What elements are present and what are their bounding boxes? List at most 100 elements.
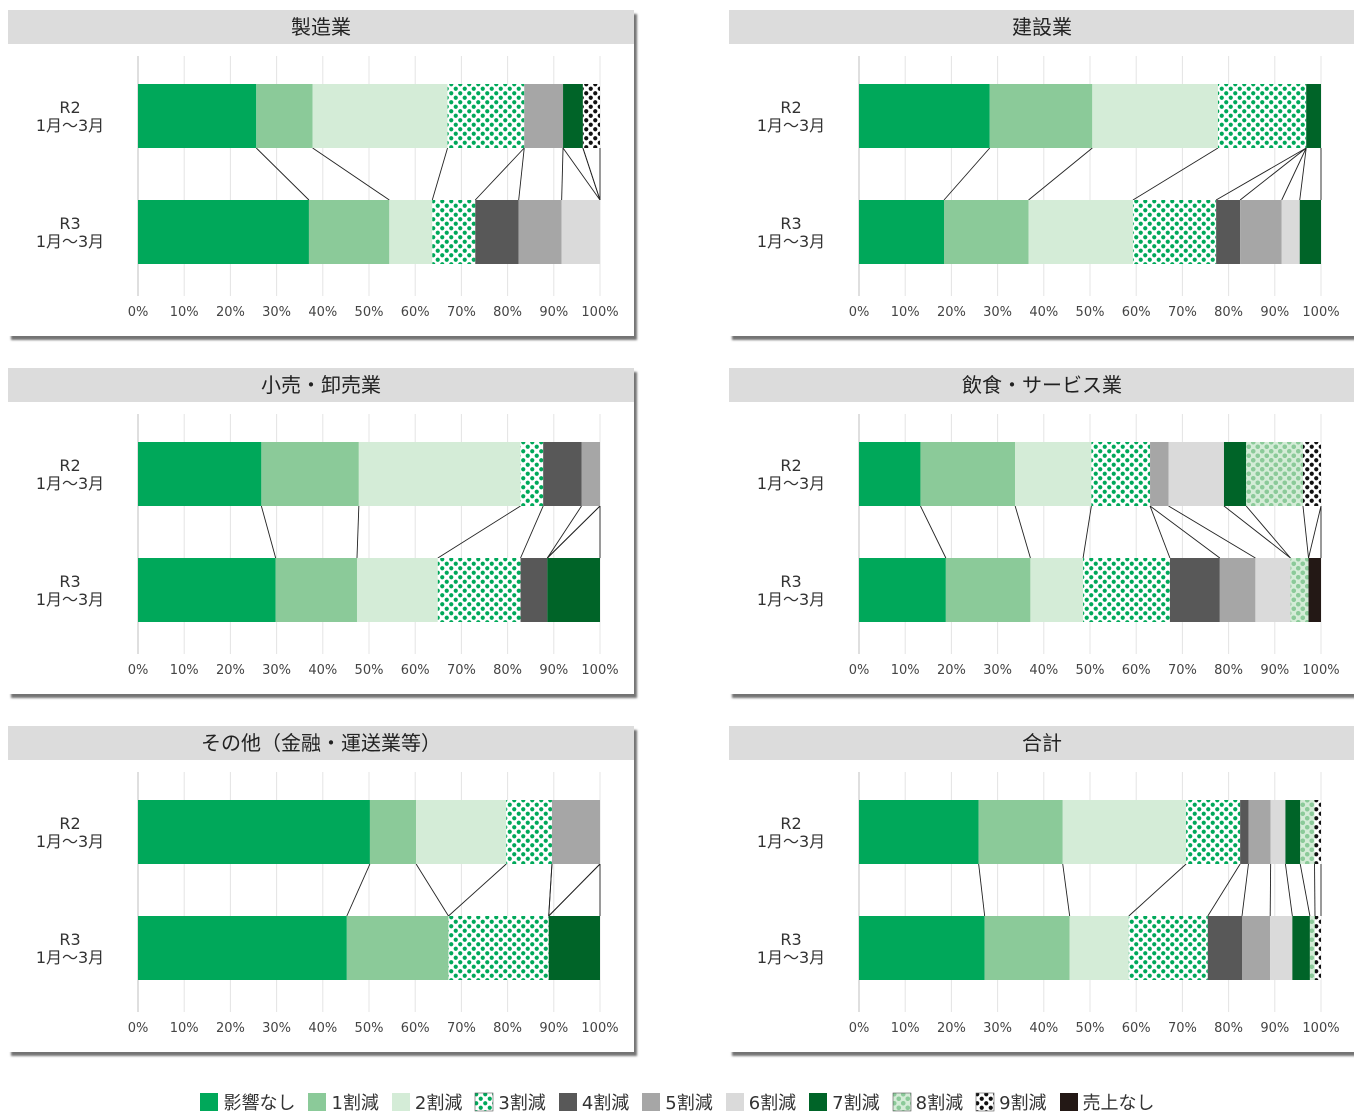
legend-item: 8割減 — [892, 1089, 963, 1115]
connector-line — [582, 147, 601, 201]
row-label: 1月〜3月 — [757, 474, 825, 493]
connector-line — [356, 505, 360, 559]
row-label: 1月〜3月 — [36, 474, 104, 493]
legend-item: 2割減 — [391, 1089, 462, 1115]
bar-segment — [551, 800, 600, 864]
bar-segment — [1300, 800, 1315, 864]
legend-item: 9割減 — [975, 1089, 1047, 1115]
bar-segment — [520, 442, 544, 506]
bar-segment — [1223, 442, 1247, 506]
row-label: 1月〜3月 — [36, 116, 104, 135]
row-label: 1月〜3月 — [757, 948, 825, 967]
x-tick-label: 10% — [891, 663, 920, 678]
bar-segment — [944, 200, 1029, 264]
bar-segment — [547, 558, 600, 622]
legend-item: 1割減 — [307, 1089, 379, 1115]
bar-segment — [1132, 200, 1217, 264]
chart-title: 小売・卸売業 — [8, 368, 634, 402]
x-tick-label: 30% — [983, 1021, 1012, 1036]
bar-segment — [138, 558, 276, 622]
connector-line — [547, 505, 601, 559]
x-tick-label: 100% — [1302, 663, 1339, 678]
connector-line — [548, 863, 553, 917]
chart-title: 飲食・サービス業 — [729, 368, 1354, 402]
x-tick-label: 80% — [1214, 305, 1243, 320]
bar-segment — [1207, 916, 1242, 980]
row-label: 1月〜3月 — [757, 116, 825, 135]
row-label: R3 — [59, 214, 80, 233]
x-tick-label: 80% — [493, 663, 522, 678]
legend-swatch — [558, 1092, 577, 1111]
x-tick-label: 60% — [1122, 305, 1151, 320]
legend-item: 4割減 — [558, 1089, 629, 1115]
row-label: R2 — [59, 456, 80, 475]
bar-segment — [563, 84, 583, 148]
x-tick-label: 20% — [937, 305, 966, 320]
legend-label: 7割減 — [832, 1092, 880, 1114]
x-tick-label: 20% — [937, 663, 966, 678]
x-tick-label: 30% — [262, 1021, 291, 1036]
bar-segment — [1128, 916, 1208, 980]
chart-title: 製造業 — [8, 10, 634, 44]
x-tick-label: 70% — [1168, 305, 1197, 320]
bar-segment — [1292, 916, 1310, 980]
bar-segment — [138, 84, 257, 148]
bar-segment — [859, 442, 921, 506]
x-tick-label: 40% — [308, 1021, 337, 1036]
bar-segment — [1186, 800, 1241, 864]
bar-segment — [518, 200, 562, 264]
row-label: R2 — [59, 98, 80, 117]
bar-segment — [1270, 800, 1286, 864]
row-label: R2 — [59, 814, 80, 833]
legend-swatch — [725, 1092, 744, 1111]
legend-swatch — [200, 1092, 219, 1111]
row-label: 1月〜3月 — [36, 948, 104, 967]
x-tick-label: 10% — [170, 663, 199, 678]
legend-swatch — [975, 1092, 995, 1111]
connector-line — [260, 505, 277, 559]
bar-segment — [138, 800, 370, 864]
x-tick-label: 10% — [170, 305, 199, 320]
bar-segment — [275, 558, 357, 622]
bar-segment — [312, 84, 448, 148]
connector-line — [1302, 505, 1309, 559]
legend-label: 3割減 — [498, 1092, 546, 1114]
legend-item: 売上なし — [1059, 1089, 1155, 1115]
x-tick-label: 70% — [447, 305, 476, 320]
chart-panel: 合計 R2 1月〜3月 R3 1月〜3月 0% 10% 20% 30% 40% 50% 60% 70% 8… — [729, 726, 1354, 1052]
x-tick-label: 100% — [581, 1021, 618, 1036]
connector-line — [312, 147, 390, 201]
x-tick-label: 90% — [539, 1021, 568, 1036]
legend-item: 7割減 — [808, 1089, 880, 1115]
bar-segment — [978, 800, 1063, 864]
x-tick-label: 60% — [1122, 1021, 1151, 1036]
x-tick-label: 100% — [581, 663, 618, 678]
bar-segment — [432, 200, 476, 264]
connector-line — [437, 505, 521, 559]
x-tick-label: 20% — [937, 1021, 966, 1036]
connector-line — [1308, 505, 1322, 559]
row-label: 1月〜3月 — [757, 232, 825, 251]
connector-line — [520, 505, 544, 559]
connector-line — [1241, 863, 1249, 917]
x-tick-label: 20% — [216, 663, 245, 678]
bar-segment — [1309, 916, 1315, 980]
connector-line — [1281, 147, 1307, 201]
row-label: 1月〜3月 — [757, 590, 825, 609]
legend-swatch — [475, 1092, 494, 1111]
bar-segment — [1248, 800, 1271, 864]
connector-line — [920, 505, 947, 559]
x-tick-label: 100% — [1302, 305, 1339, 320]
bar-segment — [859, 800, 979, 864]
bar-segment — [859, 558, 946, 622]
x-tick-label: 40% — [1029, 663, 1058, 678]
legend-label: 9割減 — [999, 1092, 1047, 1114]
bar-segment — [506, 800, 552, 864]
chart-panel: 建設業 R2 1月〜3月 R3 1月〜3月 0% 10% 20% 30% 40% 50% 60% 70%… — [729, 10, 1354, 336]
connector-line — [562, 147, 601, 201]
bar-segment — [1030, 558, 1084, 622]
connector-line — [548, 863, 601, 917]
connector-line — [518, 147, 525, 201]
legend-label: 影響なし — [223, 1092, 296, 1114]
